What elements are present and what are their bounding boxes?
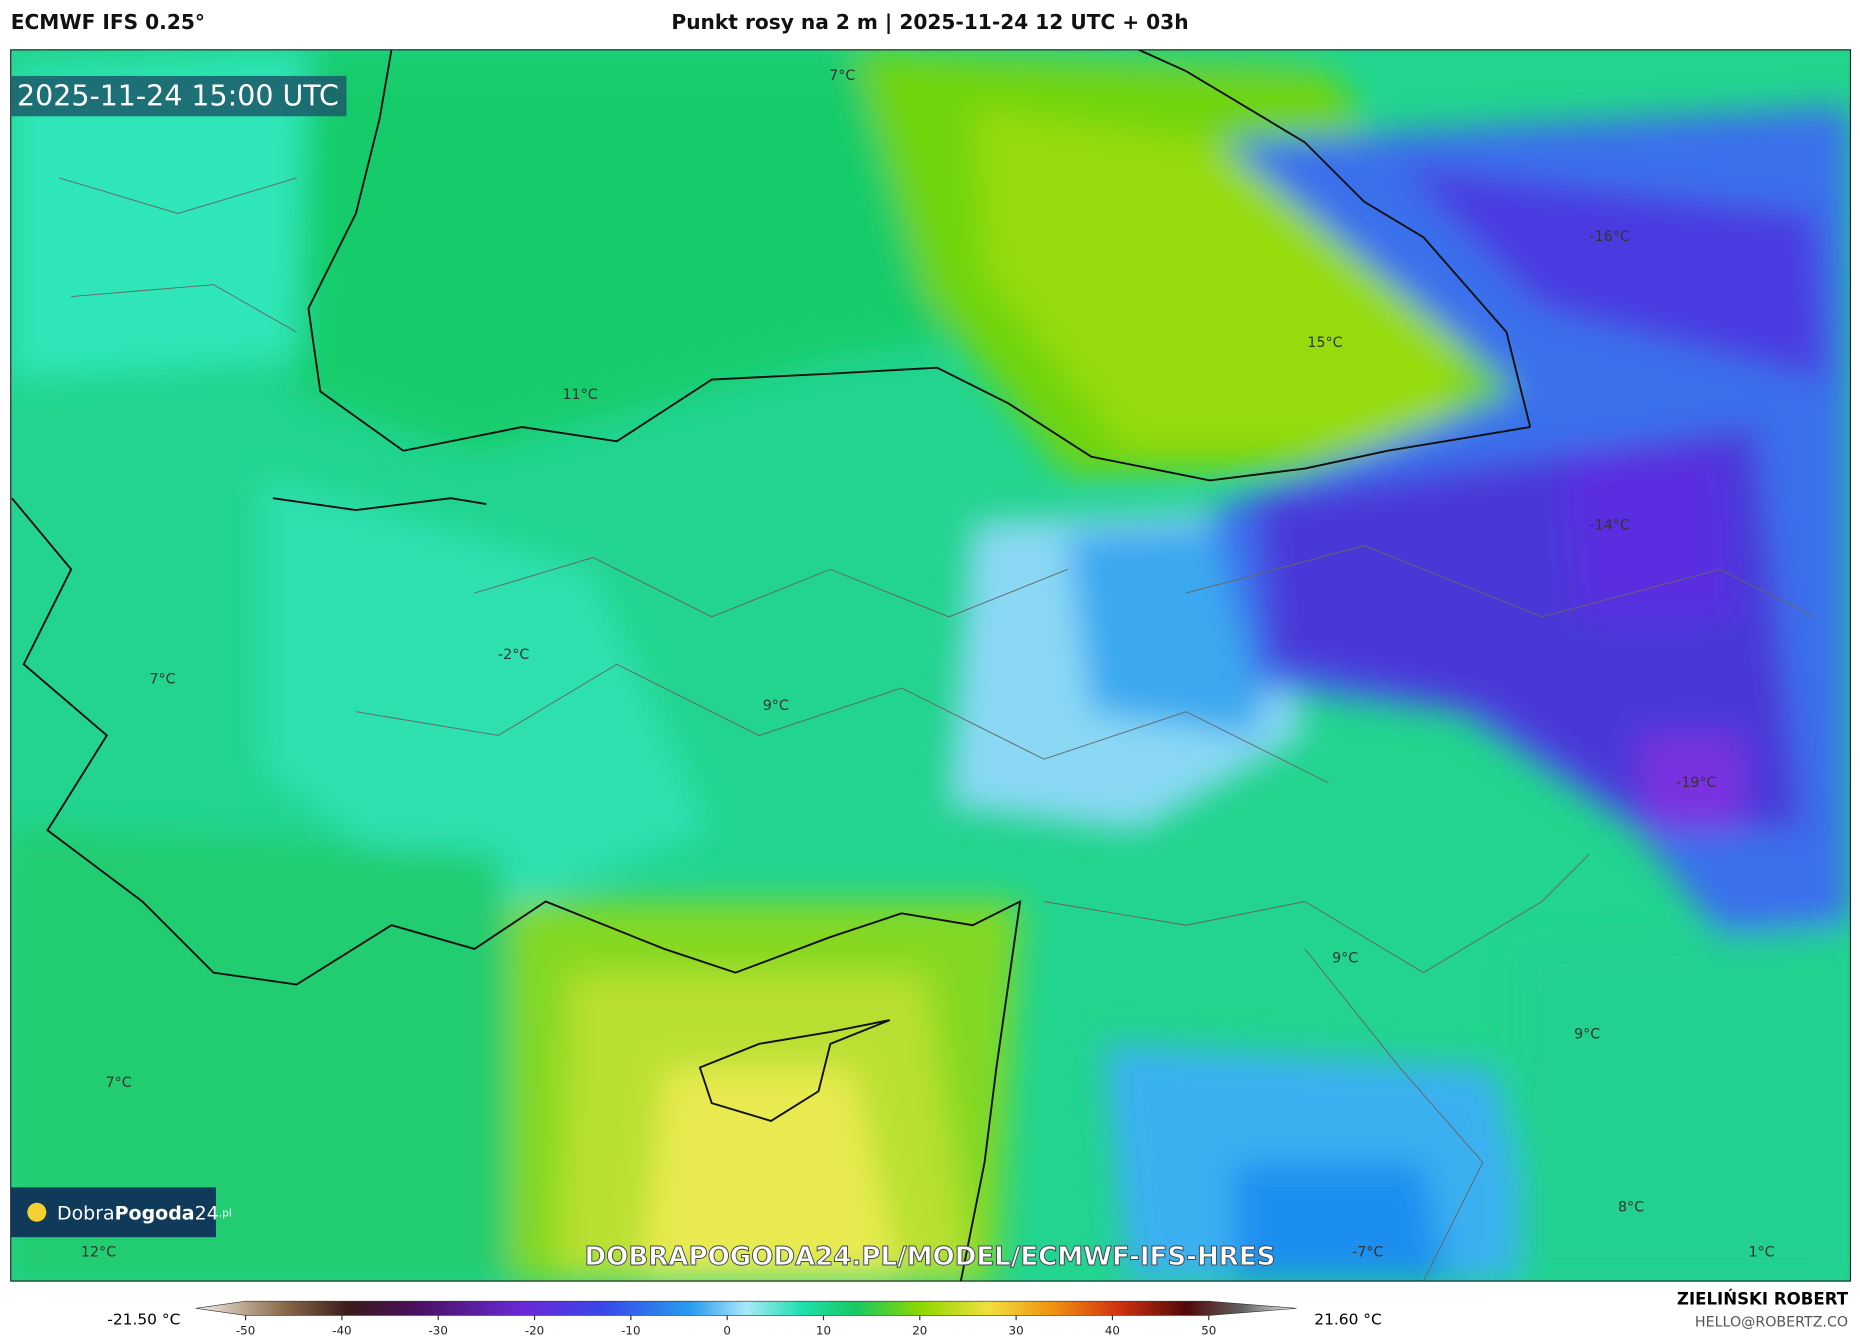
- isoline-label: -2°C: [498, 647, 529, 663]
- isoline-label: 9°C: [763, 698, 789, 714]
- isoline-label: 12°C: [81, 1245, 116, 1261]
- colorbar-min: -21.50 °C: [107, 1311, 180, 1329]
- colorbar-tick-label: -30: [429, 1323, 448, 1337]
- isoline-label: 11°C: [563, 387, 598, 403]
- watermark: DOBRAPOGODA24.PL/MODEL/ECMWF-IFS-HRES: [585, 1242, 1276, 1272]
- colorbar-tick-label: -40: [332, 1323, 351, 1337]
- isoline-label: -16°C: [1590, 229, 1630, 245]
- isoline-label: -7°C: [1352, 1245, 1383, 1261]
- map-frame: [10, 49, 1852, 1282]
- email: HELLO@ROBERTZ.CO: [1695, 1315, 1848, 1331]
- colorbar-max: 21.60 °C: [1314, 1311, 1381, 1329]
- map-title: Punkt rosy na 2 m | 2025-11-24 12 UTC + …: [671, 10, 1188, 34]
- colorbar-tick-label: 40: [1105, 1323, 1120, 1337]
- time-box: [10, 75, 347, 117]
- author: ZIELIŃSKI ROBERT: [1677, 1290, 1849, 1309]
- isoline-label: 9°C: [1332, 950, 1358, 966]
- isoline-label: 7°C: [150, 672, 176, 688]
- isoline-label: 15°C: [1307, 335, 1342, 351]
- colorbar-tick-label: -50: [236, 1323, 255, 1337]
- colorbar-tick-label: -20: [525, 1323, 544, 1337]
- logo: DobraPogoda24.pl: [57, 1202, 232, 1224]
- isoline-label: -14°C: [1590, 517, 1630, 533]
- map: [10, 49, 1851, 1282]
- colorbar-tick-label: 20: [912, 1323, 927, 1337]
- isoline-label: 8°C: [1618, 1200, 1644, 1216]
- colorbar-tick-label: 50: [1201, 1323, 1216, 1337]
- logo-sun: [27, 1202, 47, 1222]
- isoline-label: 7°C: [106, 1075, 132, 1091]
- isoline-label: 7°C: [829, 68, 855, 84]
- colorbar-tick-label: -10: [621, 1323, 640, 1337]
- isoline-label: -19°C: [1676, 775, 1716, 791]
- colorbar-tick-label: 30: [1009, 1323, 1024, 1337]
- colorbar-tick-label: 10: [816, 1323, 831, 1337]
- colorbar-tick-label: 0: [723, 1323, 731, 1337]
- isoline-label: 1°C: [1748, 1245, 1774, 1261]
- valid-time: 2025-11-24 15:00 UTC: [17, 79, 339, 112]
- isoline-label: 9°C: [1574, 1026, 1600, 1042]
- model-name: ECMWF IFS 0.25°: [11, 10, 205, 34]
- colorbar: [195, 1300, 1297, 1316]
